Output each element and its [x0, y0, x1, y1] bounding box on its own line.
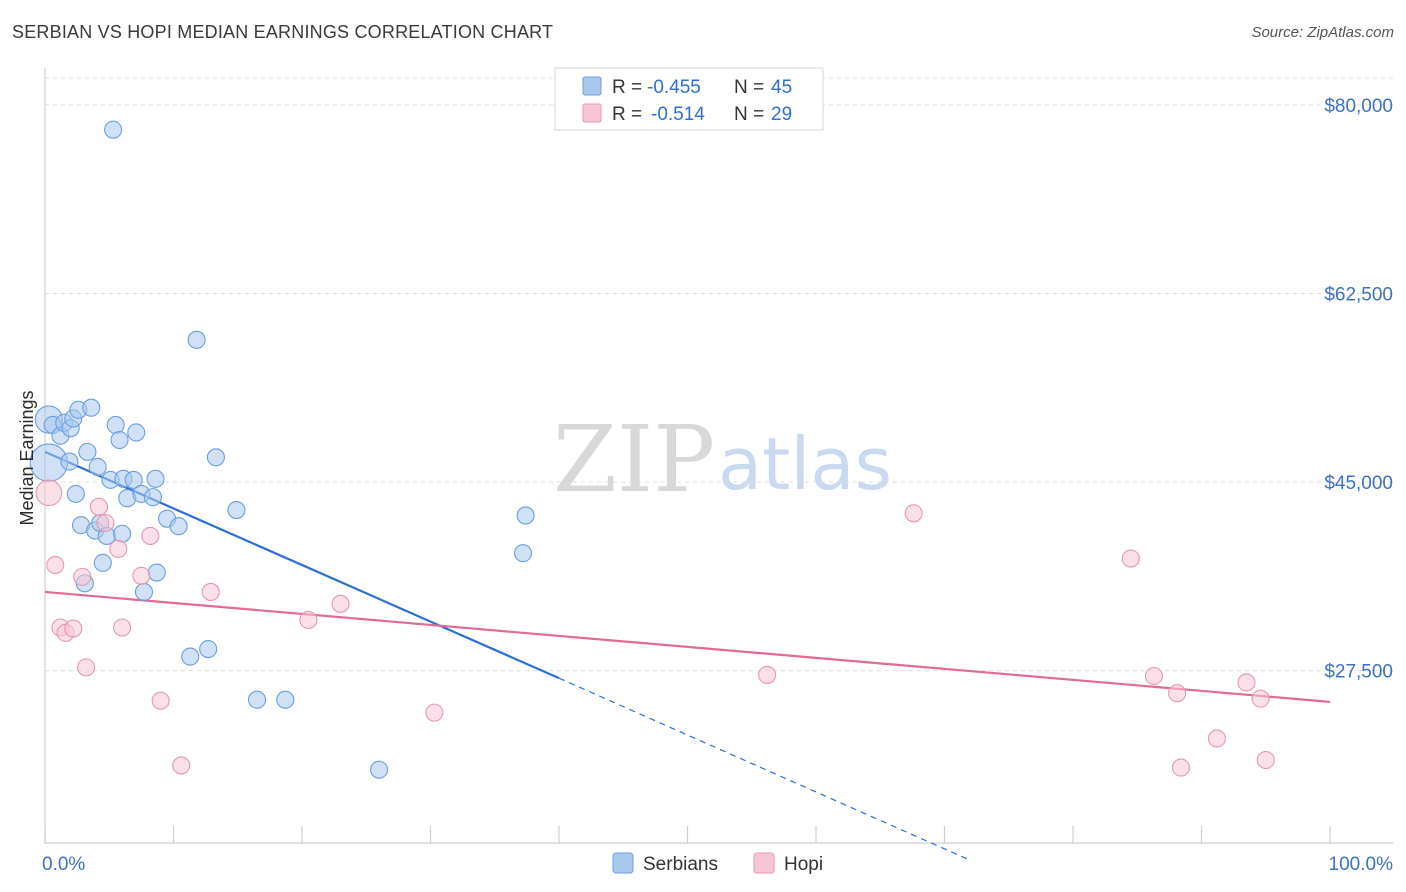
chart-title: SERBIAN VS HOPI MEDIAN EARNINGS CORRELAT… [12, 22, 554, 42]
point-serbians [146, 469, 165, 488]
trend-lines [44, 450, 1331, 861]
watermark-zip: ZIP [553, 406, 715, 513]
point-hopi [1144, 666, 1164, 686]
point-hopi [77, 658, 96, 677]
point-serbians [127, 423, 146, 442]
point-hopi [132, 566, 151, 585]
y-tick-label: $45,000 [1324, 473, 1393, 494]
point-serbians [110, 430, 129, 450]
legend-swatch-hopi [582, 103, 602, 123]
y-axis-label: Median Earnings [17, 390, 37, 525]
point-serbians [147, 563, 166, 582]
point-hopi [758, 665, 777, 684]
bottom-legend-label-hopi: Hopi [784, 854, 823, 875]
point-hopi [331, 594, 350, 613]
point-hopi [1251, 689, 1270, 708]
source-credit: Source: ZipAtlas.com [1251, 24, 1394, 41]
point-serbians [187, 330, 206, 349]
point-serbians [199, 640, 218, 659]
watermark-atlas: atlas [718, 422, 892, 506]
point-serbians [276, 690, 295, 709]
point-hopi [1171, 758, 1190, 777]
x-tick-label: 100.0% [1329, 854, 1394, 875]
point-serbians [516, 506, 535, 525]
point-hopi [89, 497, 109, 516]
bottom-legend-label-serbians: Serbians [643, 854, 718, 875]
point-serbians [206, 448, 225, 467]
legend-swatch-serbians [582, 76, 602, 96]
trend-extension-serbians [558, 677, 971, 861]
point-hopi [113, 618, 132, 637]
point-hopi [1121, 549, 1140, 568]
point-hopi [1237, 673, 1256, 692]
point-hopi [299, 610, 318, 630]
legend-n-value-hopi: 29 [771, 104, 792, 125]
legend-n-label-hopi: N = [734, 104, 764, 125]
point-hopi [35, 479, 63, 507]
y-tick-label: $62,500 [1324, 284, 1393, 305]
point-serbians [106, 415, 125, 434]
point-serbians [113, 524, 132, 543]
series-legend: Serbians Hopi [612, 852, 823, 875]
x-tick-label: 0.0% [42, 854, 85, 875]
correlation-legend: R = -0.455 N = 45 R = -0.514 N = 29 [554, 67, 824, 131]
point-serbians [60, 452, 79, 471]
point-serbians [88, 457, 107, 477]
bottom-legend-swatch-serbians [612, 852, 634, 874]
bottom-legend-swatch-hopi [753, 852, 775, 874]
legend-r-value-hopi: -0.514 [651, 104, 705, 125]
point-hopi [141, 526, 160, 545]
point-serbians [78, 442, 97, 461]
point-serbians [513, 544, 533, 563]
point-serbians [93, 553, 112, 572]
point-hopi [904, 504, 923, 523]
point-hopi [151, 691, 170, 710]
y-tick-label: $27,500 [1324, 662, 1393, 683]
legend-r-label-serbians: R = [612, 77, 642, 98]
point-serbians [181, 647, 200, 666]
watermark: ZIP atlas [553, 406, 892, 513]
legend-r-value-serbians: -0.455 [647, 77, 701, 98]
point-hopi [64, 619, 83, 638]
point-hopi [73, 567, 92, 586]
point-serbians [134, 582, 153, 602]
point-serbians [169, 517, 188, 536]
series-hopi [35, 479, 1275, 777]
legend-n-value-serbians: 45 [771, 77, 792, 98]
series-serbians [29, 120, 535, 779]
gridlines [45, 77, 1393, 672]
point-hopi [109, 539, 128, 558]
legend-n-label-serbians: N = [734, 77, 764, 98]
y-tick-label: $80,000 [1324, 96, 1393, 117]
point-hopi [201, 582, 220, 602]
point-serbians [82, 398, 101, 417]
point-serbians [370, 760, 389, 779]
point-serbians [104, 120, 123, 139]
point-serbians [66, 484, 85, 503]
point-serbians [143, 488, 162, 507]
y-tick-labels: $80,000 $62,500 $45,000 $27,500 [1324, 96, 1393, 683]
point-hopi [96, 513, 115, 533]
point-hopi [1256, 750, 1275, 770]
point-hopi [425, 703, 444, 722]
point-serbians [247, 690, 267, 709]
point-hopi [1168, 684, 1187, 703]
legend-r-label-hopi: R = [612, 104, 642, 125]
trend-line-serbians [44, 450, 560, 680]
x-tick-labels: 0.0% 100.0% [42, 854, 1393, 875]
point-hopi [172, 756, 191, 775]
point-serbians [124, 470, 143, 489]
point-hopi [1207, 729, 1226, 748]
point-serbians [227, 501, 246, 520]
point-hopi [46, 555, 65, 575]
data-points [29, 120, 1275, 779]
trend-line-hopi [44, 590, 1331, 703]
